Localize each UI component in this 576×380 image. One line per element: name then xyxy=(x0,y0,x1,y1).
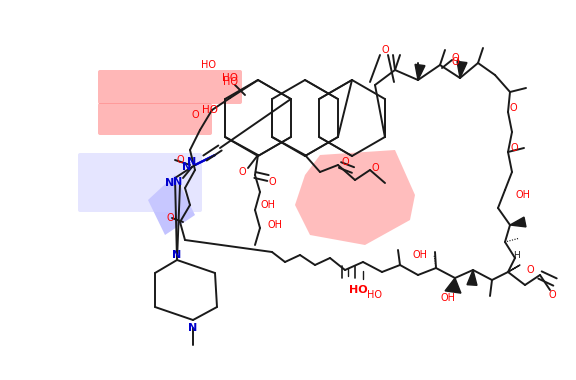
Text: O: O xyxy=(451,57,459,67)
Text: N: N xyxy=(188,323,198,333)
Text: HO: HO xyxy=(223,77,238,87)
Text: N: N xyxy=(187,157,196,167)
Text: O: O xyxy=(166,213,174,223)
Text: H: H xyxy=(513,250,520,260)
Text: O: O xyxy=(371,163,379,173)
Text: OH: OH xyxy=(441,293,456,303)
FancyBboxPatch shape xyxy=(98,103,212,135)
Text: N: N xyxy=(173,177,183,187)
FancyBboxPatch shape xyxy=(98,70,242,104)
Text: O: O xyxy=(176,155,184,165)
Text: O: O xyxy=(526,265,534,275)
Text: O: O xyxy=(341,157,349,167)
Polygon shape xyxy=(457,62,467,78)
Text: OH: OH xyxy=(412,250,427,260)
Text: O: O xyxy=(191,110,199,120)
Text: O: O xyxy=(509,103,517,113)
Text: OH: OH xyxy=(260,200,275,210)
Text: O: O xyxy=(238,167,246,177)
Text: HO: HO xyxy=(202,105,218,115)
Polygon shape xyxy=(148,175,195,235)
Text: OH: OH xyxy=(267,220,282,230)
Polygon shape xyxy=(445,278,461,293)
Text: O: O xyxy=(548,290,556,300)
Text: O: O xyxy=(510,143,518,153)
Polygon shape xyxy=(415,64,425,80)
FancyBboxPatch shape xyxy=(78,153,202,212)
Text: N: N xyxy=(165,178,175,188)
Text: OH: OH xyxy=(515,190,530,200)
Text: HO: HO xyxy=(201,60,216,70)
Text: HO: HO xyxy=(348,285,367,295)
Polygon shape xyxy=(295,150,415,245)
Polygon shape xyxy=(510,217,526,227)
Polygon shape xyxy=(508,265,520,272)
Text: O: O xyxy=(381,45,389,55)
Text: N: N xyxy=(172,250,181,260)
Polygon shape xyxy=(467,270,477,285)
Text: O: O xyxy=(268,177,276,187)
Text: N: N xyxy=(183,162,192,172)
Text: O: O xyxy=(451,53,459,63)
Text: HO: HO xyxy=(222,73,238,83)
Text: HO: HO xyxy=(367,290,382,300)
